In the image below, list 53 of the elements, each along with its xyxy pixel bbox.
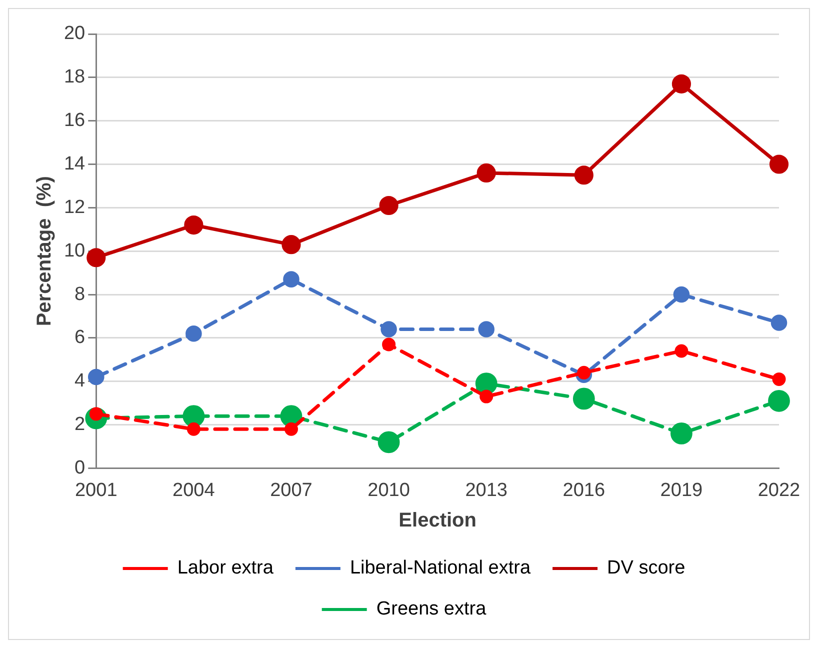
x-axis-title: Election — [398, 510, 476, 532]
y-axis-title: Percentage (%) — [34, 176, 56, 326]
y-tick-label: 0 — [74, 457, 86, 478]
y-tick-label: 12 — [64, 196, 86, 218]
point — [186, 325, 202, 342]
point — [184, 216, 204, 235]
point — [574, 166, 594, 185]
x-tick-label: 2010 — [368, 480, 410, 501]
point — [769, 154, 789, 174]
point — [577, 366, 591, 380]
point — [670, 422, 692, 444]
point — [572, 388, 595, 410]
point — [476, 163, 496, 182]
x-tick-label: 2007 — [270, 480, 312, 501]
point — [480, 390, 494, 404]
legend-label: Greens extra — [376, 598, 487, 620]
y-tick-label: 2 — [74, 414, 86, 436]
point — [674, 344, 688, 358]
y-tick-label: 8 — [74, 284, 86, 305]
point — [768, 390, 790, 412]
point — [478, 321, 494, 338]
legend-label: Labor extra — [177, 558, 274, 579]
y-tick-label: 18 — [64, 66, 86, 88]
y-tick-label: 4 — [74, 370, 86, 392]
x-tick-label: 2022 — [758, 480, 800, 501]
point — [282, 235, 301, 254]
point — [88, 368, 104, 386]
point — [772, 372, 786, 386]
y-tick-label: 10 — [64, 240, 86, 262]
point — [672, 74, 691, 94]
legend-label: Liberal-National extra — [350, 558, 531, 579]
y-tick-label: 14 — [64, 153, 86, 174]
point — [673, 286, 690, 303]
x-tick-label: 2019 — [660, 480, 703, 501]
point — [86, 248, 106, 268]
legend-label: DV score — [607, 558, 686, 579]
point — [380, 321, 397, 338]
point — [382, 338, 396, 352]
point — [379, 196, 398, 216]
point — [182, 405, 205, 428]
x-tick-label: 2004 — [172, 480, 216, 501]
point — [186, 422, 200, 436]
point — [770, 314, 788, 331]
x-tick-label: 2001 — [74, 480, 118, 501]
point — [475, 372, 498, 394]
y-tick-label: 6 — [74, 327, 86, 348]
point — [284, 422, 298, 436]
y-tick-label: 20 — [64, 23, 86, 44]
point — [283, 271, 300, 288]
x-tick-label: 2016 — [562, 480, 606, 501]
point — [378, 431, 400, 454]
x-tick-label: 2013 — [465, 480, 508, 501]
y-tick-label: 16 — [64, 110, 86, 132]
